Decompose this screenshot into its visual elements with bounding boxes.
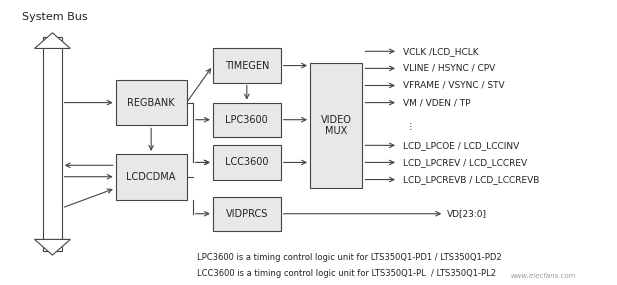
Text: TIMEGEN: TIMEGEN xyxy=(225,60,269,71)
FancyBboxPatch shape xyxy=(310,63,363,188)
FancyBboxPatch shape xyxy=(116,80,186,125)
Text: www.elecfans.com: www.elecfans.com xyxy=(510,273,576,279)
Polygon shape xyxy=(35,33,70,48)
Text: LCDCDMA: LCDCDMA xyxy=(126,172,176,182)
Text: LCD_LPCOE / LCD_LCCINV: LCD_LPCOE / LCD_LCCINV xyxy=(403,141,519,150)
FancyBboxPatch shape xyxy=(43,37,62,251)
Text: LPC3600 is a timing control logic unit for LTS350Q1-PD1 / LTS350Q1-PD2: LPC3600 is a timing control logic unit f… xyxy=(197,253,502,262)
Text: LCD_LPCREVB / LCD_LCCREVB: LCD_LPCREVB / LCD_LCCREVB xyxy=(403,175,539,184)
FancyBboxPatch shape xyxy=(213,197,281,231)
Text: REGBANK: REGBANK xyxy=(127,97,175,108)
Text: System Bus: System Bus xyxy=(22,12,87,22)
FancyBboxPatch shape xyxy=(213,103,281,137)
Text: LPC3600: LPC3600 xyxy=(225,115,268,125)
Text: VCLK /LCD_HCLK: VCLK /LCD_HCLK xyxy=(403,47,479,56)
Text: VD[23:0]: VD[23:0] xyxy=(447,209,487,218)
Text: VLINE / HSYNC / CPV: VLINE / HSYNC / CPV xyxy=(403,64,495,73)
Text: LCC3600: LCC3600 xyxy=(225,157,268,168)
Text: VIDPRCS: VIDPRCS xyxy=(226,209,268,219)
FancyBboxPatch shape xyxy=(213,48,281,83)
FancyBboxPatch shape xyxy=(213,145,281,180)
Text: LCC3600 is a timing control logic unit for LTS350Q1-PL  / LTS350Q1-PL2: LCC3600 is a timing control logic unit f… xyxy=(197,269,497,278)
Text: VFRAME / VSYNC / STV: VFRAME / VSYNC / STV xyxy=(403,81,505,90)
Text: VIDEO
MUX: VIDEO MUX xyxy=(321,115,352,136)
Text: .: . xyxy=(408,119,412,129)
Text: .: . xyxy=(408,115,412,126)
Text: LCD_LPCREV / LCD_LCCREV: LCD_LPCREV / LCD_LCCREV xyxy=(403,158,527,167)
Text: .: . xyxy=(408,122,412,133)
FancyBboxPatch shape xyxy=(116,154,186,200)
Text: VM / VDEN / TP: VM / VDEN / TP xyxy=(403,98,470,107)
Polygon shape xyxy=(35,239,70,255)
